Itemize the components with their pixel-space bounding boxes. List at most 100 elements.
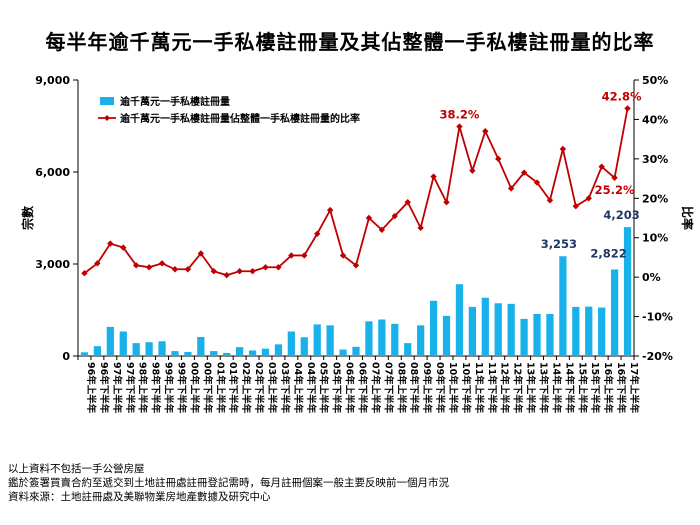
ratio-point (223, 271, 230, 279)
x-tick-label: 96年下半年 (98, 362, 110, 414)
y2-tick-label: -10% (642, 311, 673, 324)
y2-tick-label: 0% (642, 271, 661, 284)
bar (326, 325, 334, 356)
chart-axes: 0 3,000 6,000 9,000 -20% -10% 0% 10% 20% 30% 40% 50… (20, 74, 695, 414)
x-tick-label: 08年上半年 (395, 362, 407, 414)
bar (559, 256, 567, 356)
ratio-point (197, 250, 205, 257)
bar (197, 336, 205, 356)
ratio-point (275, 264, 282, 271)
ratio-point (352, 262, 360, 269)
bar (352, 346, 360, 356)
x-tick-label: 12年下半年 (512, 362, 524, 414)
bar (236, 347, 244, 356)
x-tick-label: 12年上半年 (499, 362, 511, 414)
ratio-point (120, 244, 127, 251)
y-tick-label: 0 (62, 350, 70, 363)
ratio-point (598, 163, 605, 170)
footer-notes: 以上資料不包括一手公營房屋 鑑於簽署買賣合約至遞交到土地註冊處註冊登記需時，每月… (8, 462, 449, 504)
ratio-point (301, 252, 308, 259)
x-tick-label: 06年上半年 (344, 362, 356, 414)
ratio-point (107, 240, 114, 247)
bar (210, 351, 218, 356)
ratio-point (495, 155, 502, 163)
x-tick-label: 15年下半年 (589, 362, 601, 414)
bar (339, 349, 347, 356)
x-tick-label: 00年下半年 (201, 362, 213, 414)
bar (300, 337, 308, 356)
data-label: 25.2% (595, 183, 635, 197)
x-tick-label: 17年上半年 (628, 362, 640, 414)
bar (507, 303, 515, 356)
x-tick-label: 05年下半年 (331, 362, 343, 414)
y2-tick-label: 10% (642, 232, 668, 245)
x-tick-label: 14年下半年 (563, 362, 575, 414)
ratio-point (145, 264, 153, 271)
x-tick-label: 10年下半年 (460, 362, 472, 414)
x-tick-label: 02年下半年 (253, 362, 265, 414)
bar (572, 306, 580, 356)
ratio-point (249, 268, 256, 275)
y2-tick-label: 40% (642, 113, 668, 126)
ratio-point (158, 260, 166, 267)
bar (184, 352, 192, 356)
bar-series (80, 227, 632, 356)
x-tick-label: 98年下半年 (150, 362, 162, 414)
y2-tick-label: 30% (642, 153, 668, 166)
ratio-point (585, 195, 592, 202)
ratio-point (236, 268, 243, 275)
x-tick-label: 04年下半年 (305, 362, 317, 414)
x-tick-label: 14年上半年 (550, 362, 562, 414)
ratio-point (184, 266, 192, 273)
data-label: 3,253 (541, 237, 577, 251)
y2-tick-label: -20% (642, 350, 673, 363)
y-tick-label: 6,000 (35, 166, 70, 179)
footer-note-2: 鑑於簽署買賣合約至遞交到土地註冊處註冊登記需時，每月註冊個案一般主要反映前一個月… (8, 477, 449, 489)
legend-swatch-bar (100, 97, 114, 105)
ratio-point (94, 260, 101, 267)
ratio-point (326, 206, 334, 214)
x-tick-label: 01年下半年 (227, 362, 239, 414)
ratio-point (572, 202, 580, 210)
bar (158, 341, 166, 356)
bar (119, 331, 127, 356)
y2-axis-title: 比率 (680, 206, 695, 230)
bar (171, 351, 179, 356)
bar (223, 352, 231, 356)
bar (106, 326, 114, 356)
bar (391, 323, 399, 356)
legend-marker-line (104, 115, 110, 121)
data-label: 4,203 (603, 208, 639, 222)
bar (610, 269, 619, 356)
x-tick-label: 07年下半年 (382, 362, 394, 414)
ratio-point (533, 179, 541, 186)
bar (520, 318, 528, 356)
ratio-point (611, 174, 618, 181)
x-tick-label: 03年上半年 (266, 362, 278, 414)
y2-tick-label: 50% (642, 74, 668, 87)
data-label: 2,822 (590, 246, 626, 260)
ratio-point (210, 268, 217, 275)
x-tick-label: 06年下半年 (357, 362, 369, 414)
ratio-point (365, 214, 373, 222)
legend-label-bar: 逾千萬元一手私樓註冊量 (120, 95, 230, 108)
ratio-point (443, 199, 450, 206)
bar (455, 284, 464, 356)
bar (274, 344, 283, 356)
bar (468, 306, 476, 356)
ratio-point (430, 173, 437, 180)
y2-tick-label: 20% (642, 192, 668, 205)
x-tick-label: 15年上半年 (576, 362, 588, 414)
ratio-point (456, 123, 463, 130)
ratio-point (132, 262, 140, 269)
bar (145, 342, 153, 356)
x-tick-label: 13年上半年 (525, 362, 537, 414)
ratio-point (559, 145, 567, 153)
ratio-point (469, 167, 476, 174)
ratio-point (507, 185, 515, 192)
bar (365, 321, 373, 356)
bar (442, 315, 451, 356)
bar (261, 348, 270, 356)
ratio-point (339, 252, 347, 259)
